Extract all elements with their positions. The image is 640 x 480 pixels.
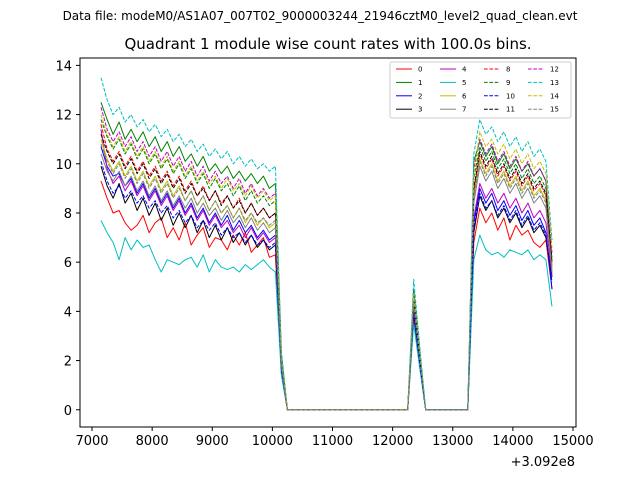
legend-label-15: 15 — [550, 106, 559, 114]
x-offset-label: +3.092e8 — [511, 455, 575, 470]
legend-label-7: 7 — [462, 106, 466, 114]
y-tick-label: 12 — [55, 109, 72, 124]
x-tick-label: 15000 — [552, 434, 593, 449]
x-tick-label: 14000 — [492, 434, 533, 449]
x-tick-label: 8000 — [136, 434, 169, 449]
plot-background — [80, 58, 576, 427]
y-tick-label: 8 — [64, 207, 72, 222]
legend-label-1: 1 — [418, 79, 422, 87]
plot-area — [79, 57, 577, 428]
axis-ticks: 7000 8000 9000 10000 11000 12000 13000 14000 150… — [55, 59, 593, 449]
y-tick-label: 4 — [64, 305, 72, 320]
x-tick-label: 7000 — [75, 434, 108, 449]
axes-frame — [79, 57, 577, 428]
legend-label-0: 0 — [418, 66, 422, 74]
x-tick-label: 12000 — [372, 434, 413, 449]
legend-box — [389, 61, 572, 119]
figure-suptitle: Data file: modeM0/AS1A07_007T02_90000032… — [63, 9, 578, 23]
y-tick-label: 2 — [64, 355, 72, 370]
legend-label-10: 10 — [506, 92, 515, 100]
legend-label-12: 12 — [550, 66, 559, 74]
series-line-9 — [100, 119, 553, 411]
x-tick-label: 9000 — [196, 434, 229, 449]
y-tick-label: 6 — [64, 256, 72, 271]
y-tick-label: 10 — [55, 158, 72, 173]
legend-label-11: 11 — [506, 106, 515, 114]
x-tick-label: 13000 — [432, 434, 473, 449]
x-tick-label: 10000 — [252, 434, 293, 449]
legend-label-13: 13 — [550, 79, 559, 87]
chart-title: Quadrant 1 module wise count rates with … — [124, 35, 531, 53]
series-line-15 — [100, 143, 553, 411]
y-tick-label: 14 — [55, 59, 72, 74]
series-line-10 — [100, 161, 553, 411]
x-tick-label: 11000 — [312, 434, 353, 449]
legend-label-5: 5 — [462, 79, 466, 87]
legend-label-2: 2 — [418, 92, 422, 100]
y-tick-label: 0 — [64, 404, 72, 419]
legend-label-6: 6 — [462, 92, 467, 100]
legend-label-14: 14 — [550, 92, 559, 100]
legend-label-8: 8 — [506, 66, 510, 74]
legend-label-9: 9 — [506, 79, 510, 87]
legend-label-4: 4 — [462, 66, 467, 74]
legend-label-3: 3 — [418, 106, 422, 114]
series-line-14 — [100, 114, 553, 411]
